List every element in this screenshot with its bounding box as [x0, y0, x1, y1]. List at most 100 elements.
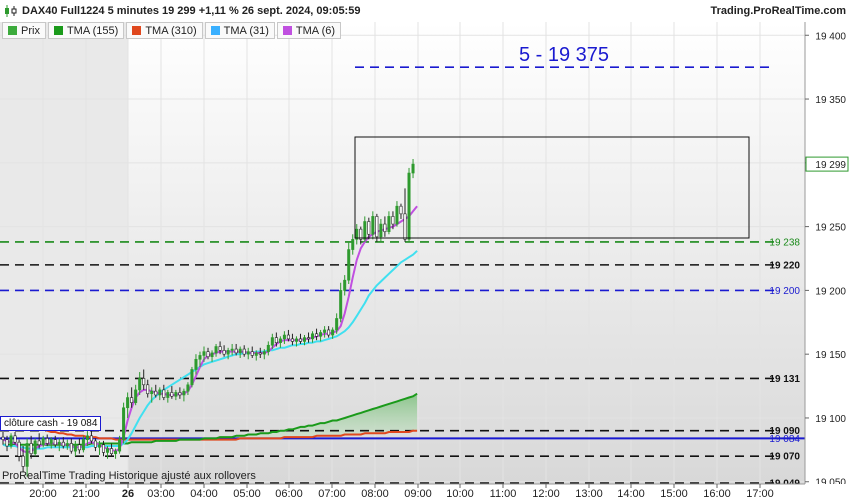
candle-body [246, 351, 250, 355]
candle-body [85, 435, 89, 440]
candle-body [174, 392, 178, 397]
legend-label: TMA (6) [295, 24, 336, 37]
candle-body [315, 333, 319, 337]
candle-body [166, 392, 170, 398]
candle-body [226, 350, 230, 355]
candle-body [323, 329, 327, 333]
legend-item-tma-310[interactable]: TMA (310) [126, 22, 203, 39]
candle-body [138, 378, 142, 391]
level-label: 19 131 [769, 374, 800, 385]
candle-body [371, 216, 375, 235]
legend-item-tma-155[interactable]: TMA (155) [47, 22, 125, 39]
candle-body [242, 348, 246, 355]
candle-body [178, 392, 182, 396]
time-tick-label: 07:00 [318, 488, 346, 500]
candle-body [93, 440, 97, 448]
tma-310-line [2, 418, 418, 441]
legend-label: TMA (310) [145, 24, 197, 37]
candle-body [81, 439, 85, 451]
level-label: 19 238 [769, 237, 800, 248]
chart-header: DAX40 Full1224 5 minutes 19 299 +1,11 % … [0, 0, 850, 22]
candle-body [327, 329, 331, 336]
candle-body [311, 333, 315, 340]
candle-body [282, 334, 286, 340]
candle-body [1, 436, 5, 440]
candle-body [162, 389, 166, 398]
level-label: 19 200 [769, 286, 800, 297]
candle-body [57, 441, 61, 446]
candle-body [150, 390, 154, 395]
candle-body [399, 205, 403, 215]
time-tick-label: 14:00 [617, 488, 645, 500]
annotations: 5 - 19 375 [354, 44, 775, 239]
candle-body [347, 249, 351, 281]
candle-body [343, 279, 347, 291]
time-tick-label: 15:00 [660, 488, 688, 500]
indicator-legend: Prix TMA (155) TMA (310) TMA (31) TMA (6… [2, 22, 343, 39]
candle-body [5, 439, 9, 447]
level-label: 19 084 [769, 434, 800, 445]
time-tick-label: 26 [122, 488, 134, 500]
candle-body [33, 440, 37, 454]
candle-body [335, 318, 339, 331]
candle-body [21, 455, 25, 467]
candle-body [49, 439, 53, 444]
candle-body [238, 348, 242, 354]
candle-body [186, 384, 190, 392]
candle-body [102, 444, 106, 453]
candle-body [387, 216, 391, 233]
candle-body [73, 444, 77, 452]
candle-body [61, 441, 65, 447]
candle-body [154, 390, 158, 396]
candle-body [222, 350, 226, 355]
candle-body [290, 338, 294, 342]
candle-body [407, 172, 411, 240]
legend-swatch-icon [53, 26, 63, 35]
time-tick-label: 06:00 [275, 488, 303, 500]
candle-body [89, 435, 93, 442]
tma-fill-area [123, 393, 418, 444]
last-price-marker [805, 156, 849, 172]
candle-body [250, 351, 254, 356]
candle-body [206, 351, 210, 358]
candle-body [391, 216, 395, 225]
candle-body [379, 223, 383, 238]
instrument-title: DAX40 Full1224 5 minutes 19 299 +1,11 % … [22, 5, 361, 17]
candle-body [355, 228, 359, 240]
time-axis[interactable]: 20:00 21:00 26 03:00 04:00 05:00 06:00 07:00 08:… [29, 484, 774, 500]
time-tick-label: 08:00 [361, 488, 389, 500]
candle-body [77, 444, 81, 451]
candle-body [53, 439, 57, 446]
time-tick-label: 11:00 [490, 488, 517, 500]
price-tick-label: 19 150 [815, 350, 846, 361]
time-tick-label: 16:00 [703, 488, 731, 500]
brand-label: Trading.ProRealTime.com [710, 5, 846, 17]
candle-body [294, 338, 298, 342]
candle-body [351, 239, 355, 250]
chart-plot-area [128, 22, 805, 484]
time-tick-label: 05:00 [233, 488, 261, 500]
candle-body [298, 338, 302, 342]
candle-body [122, 407, 126, 440]
candle-body [126, 397, 130, 409]
candle-body [29, 443, 33, 454]
legend-swatch-icon [282, 26, 292, 35]
legend-item-tma-6[interactable]: TMA (6) [276, 22, 342, 39]
candle-body [262, 351, 266, 355]
time-tick-label: 20:00 [29, 488, 57, 500]
price-tick-label: 19 400 [815, 31, 846, 42]
legend-label: Prix [21, 24, 40, 37]
candle-body [17, 441, 21, 457]
candle-body [97, 444, 101, 448]
candle-body [339, 290, 343, 319]
legend-item-tma-31[interactable]: TMA (31) [204, 22, 275, 39]
candle-body [403, 213, 407, 240]
target-label: 5 - 19 375 [519, 44, 609, 66]
time-tick-label: 13:00 [575, 488, 603, 500]
candle-body [130, 397, 134, 403]
legend-item-prix[interactable]: Prix [2, 22, 46, 39]
candle-body [367, 221, 371, 235]
